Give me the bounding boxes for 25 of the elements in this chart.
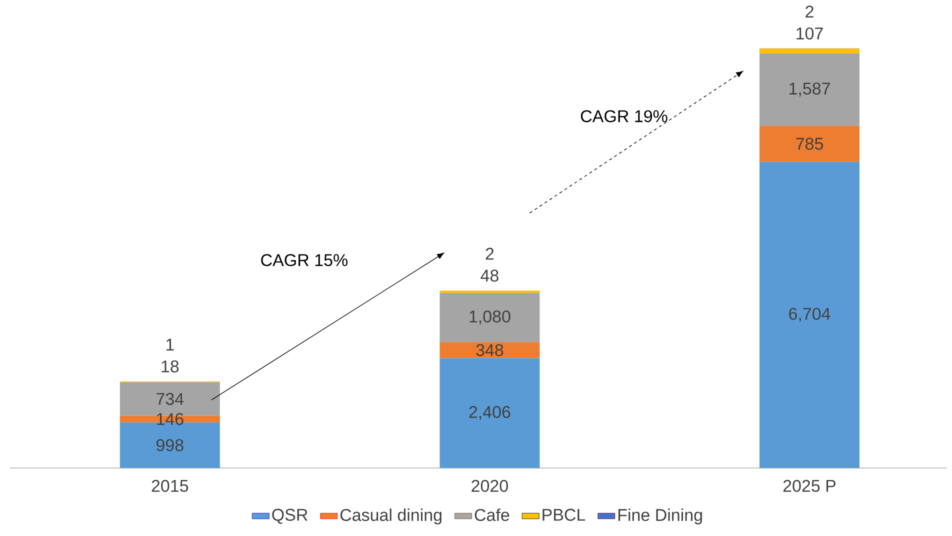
annotation: CAGR 15%: [261, 254, 348, 266]
data-label: 18: [162, 360, 179, 372]
data-label: 2: [806, 6, 814, 18]
legend-label: Cafe: [474, 508, 510, 522]
data-label: 734: [156, 392, 184, 405]
data-label: 998: [156, 439, 184, 452]
annotation: CAGR 19%: [580, 110, 668, 122]
x-tick-label: 2020: [472, 480, 508, 492]
data-label: 348: [476, 344, 504, 356]
data-label: 785: [796, 138, 823, 150]
data-label: 1: [166, 338, 174, 350]
legend-label: PBCL: [542, 508, 586, 521]
data-label: 146: [157, 413, 184, 426]
data-label: 1,587: [790, 82, 830, 97]
x-tick-label: 2015: [152, 480, 188, 492]
x-tick-label: 2025 P: [783, 480, 836, 492]
data-label: 107: [796, 27, 823, 40]
data-label: 2: [486, 248, 494, 260]
legend-label: QSR: [272, 508, 308, 524]
data-label: 48: [480, 270, 498, 282]
data-label: 1,080: [470, 310, 510, 325]
data-label: 2,406: [469, 406, 510, 420]
legend-label: Fine Dining: [618, 508, 702, 524]
data-label: 6,704: [789, 308, 830, 322]
legend-label: Casual dining: [340, 508, 442, 524]
